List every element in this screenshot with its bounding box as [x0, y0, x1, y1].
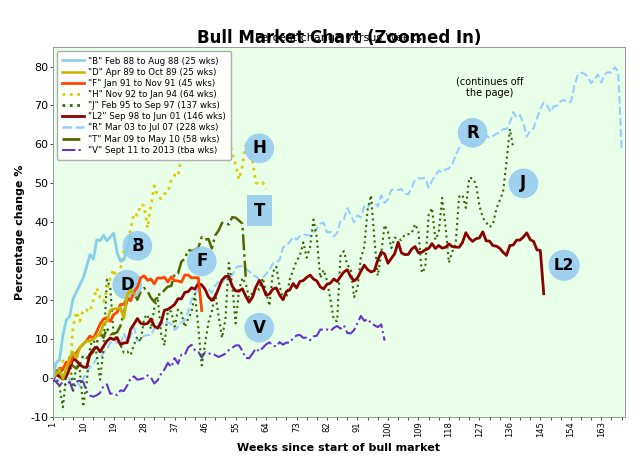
- Text: V: V: [253, 319, 266, 336]
- Text: F: F: [196, 252, 207, 271]
- Text: Percent change versus Weeks: Percent change versus Weeks: [255, 33, 422, 44]
- Text: H: H: [252, 139, 266, 157]
- Y-axis label: Percentage change %: Percentage change %: [15, 164, 25, 300]
- Text: L2: L2: [554, 258, 574, 273]
- Text: R: R: [467, 124, 479, 142]
- Text: D: D: [120, 276, 134, 294]
- Text: T: T: [253, 202, 265, 219]
- Title: Bull Market Chart (Zoomed In): Bull Market Chart (Zoomed In): [196, 29, 481, 47]
- X-axis label: Weeks since start of bull market: Weeks since start of bull market: [237, 443, 440, 453]
- Legend: "B" Feb 88 to Aug 88 (25 wks), "D" Apr 89 to Oct 89 (25 wks), "F" Jan 91 to Nov : "B" Feb 88 to Aug 88 (25 wks), "D" Apr 8…: [57, 51, 231, 160]
- Text: (continues off
the page): (continues off the page): [456, 76, 524, 98]
- Text: J: J: [520, 175, 527, 192]
- Text: B: B: [131, 237, 144, 255]
